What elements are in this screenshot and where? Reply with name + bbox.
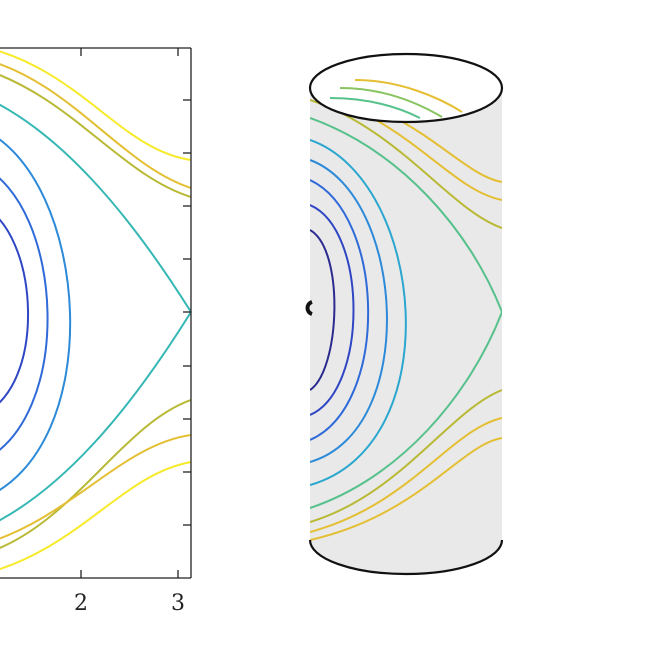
contour-outer-bottom-1 bbox=[0, 399, 191, 549]
cyl-outer-bottom-2 bbox=[310, 417, 502, 533]
cylinder-bottom-rim bbox=[308, 539, 504, 576]
cylinder-inner-contours bbox=[329, 79, 463, 119]
cyl-outer-bottom-1 bbox=[310, 389, 502, 523]
left-axes-frame bbox=[0, 47, 192, 579]
cyl-orbit-3 bbox=[310, 179, 370, 441]
cyl-outer-bottom-3 bbox=[310, 437, 502, 541]
cyl-orbit-2 bbox=[310, 204, 355, 416]
contour-lines-flat bbox=[0, 50, 191, 571]
contour-outer-top-2 bbox=[0, 63, 191, 189]
cylinder-phase-portrait-panel bbox=[305, 52, 504, 576]
contour-outer-bottom-2 bbox=[0, 434, 191, 540]
cylinder-top-rim bbox=[308, 52, 504, 124]
x-tick-label-2: 2 bbox=[74, 591, 88, 616]
cylinder-outline bbox=[308, 52, 504, 576]
cyl-orbit-5 bbox=[310, 139, 407, 486]
contour-separatrix bbox=[0, 103, 191, 522]
cyl-orbit-4 bbox=[310, 159, 388, 463]
contour-outer-top-3 bbox=[0, 50, 191, 161]
cyl-separatrix bbox=[310, 117, 502, 509]
equilibrium-point-marker bbox=[305, 300, 313, 316]
x-tick-label-3: 3 bbox=[171, 591, 185, 616]
cyl-orbit-1 bbox=[310, 229, 336, 391]
contour-orbit-3 bbox=[0, 177, 49, 451]
contour-orbit-2 bbox=[0, 218, 29, 404]
contour-orbit-4 bbox=[0, 138, 71, 491]
contour-outer-bottom-3 bbox=[0, 461, 191, 571]
contour-outer-top-1 bbox=[0, 74, 191, 198]
flat-phase-portrait-panel: 2 3 bbox=[0, 47, 192, 616]
